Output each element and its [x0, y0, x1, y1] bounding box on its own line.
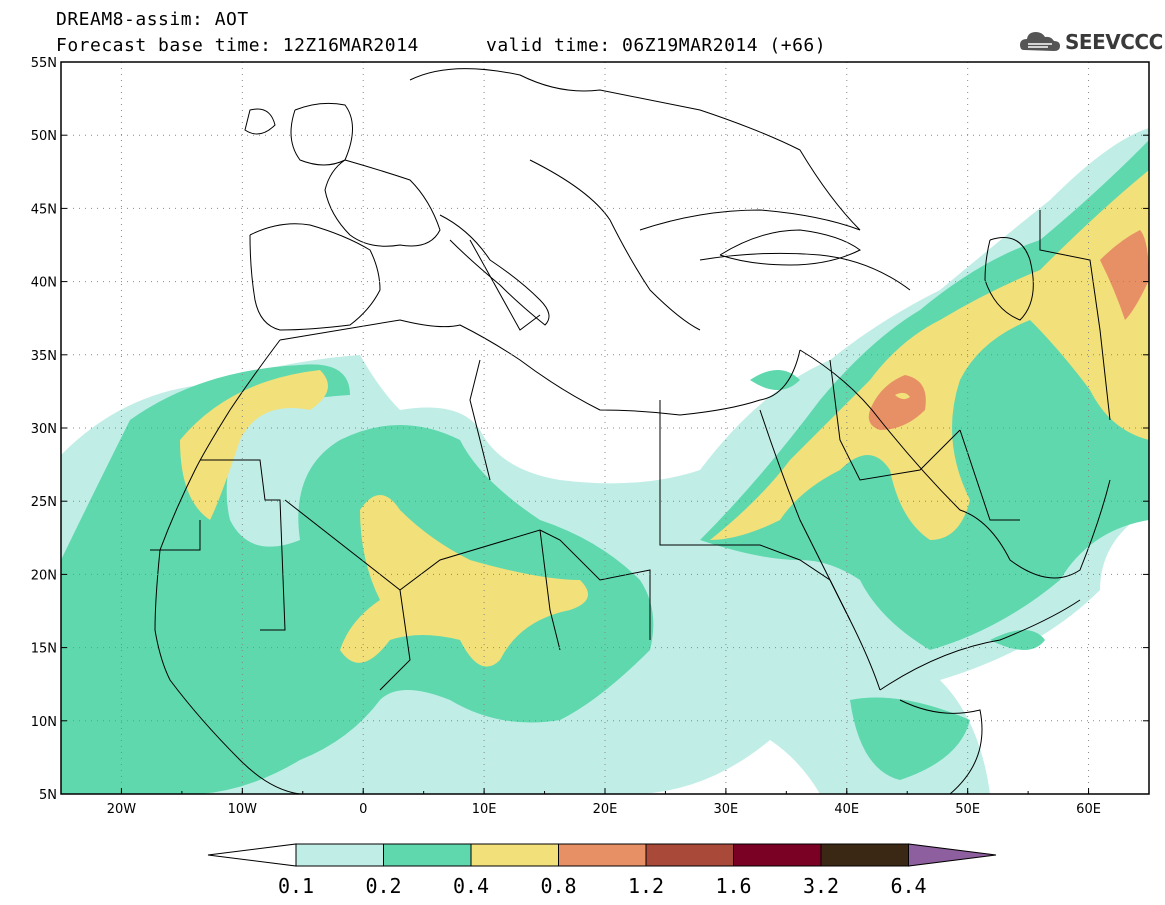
- lat-label: 45N: [31, 202, 57, 217]
- colorbar-segment: [558, 843, 647, 867]
- colorbar-under-arrow: [207, 843, 297, 867]
- forecast-base-time: Forecast base time: 12Z16MAR2014: [56, 35, 419, 56]
- aot-level-0.4: [180, 170, 1149, 667]
- colorbar-label: 3.2: [803, 874, 839, 898]
- lat-label: 25N: [31, 495, 57, 510]
- lon-label: 0: [359, 802, 367, 817]
- lon-label: 40E: [834, 802, 859, 817]
- lon-label: 20W: [107, 802, 137, 817]
- coastlines: [150, 68, 1111, 794]
- lat-label: 50N: [31, 129, 57, 144]
- lat-label: 35N: [31, 349, 57, 364]
- lon-label: 30E: [714, 802, 739, 817]
- colorbar-label: 1.2: [628, 874, 664, 898]
- lat-label: 15N: [31, 642, 57, 657]
- lat-label: 20N: [31, 568, 57, 583]
- longitude-axis: 20W 10W 0 10E 20E 30E 40E 50E 60E: [107, 788, 1101, 817]
- lat-label: 55N: [31, 56, 57, 71]
- aot-level-0.8: [868, 230, 1149, 430]
- colorbar-segment: [295, 843, 384, 867]
- colorbar-segment: [383, 843, 472, 867]
- aot-core-patch: [895, 392, 910, 400]
- lon-label: 20E: [593, 802, 618, 817]
- lat-label: 40N: [31, 276, 57, 291]
- lon-label: 10E: [472, 802, 497, 817]
- logo-text: SEEVCCC: [1065, 30, 1163, 54]
- lon-label: 60E: [1076, 802, 1101, 817]
- lon-label: 10W: [228, 802, 258, 817]
- lat-label: 10N: [31, 715, 57, 730]
- colorbar-label: 0.8: [540, 874, 576, 898]
- colorbar-label: 1.6: [715, 874, 751, 898]
- colorbar-over-arrow: [908, 843, 997, 867]
- colorbar-segment: [820, 843, 909, 867]
- latitude-axis: 55N 50N 45N 40N 35N 30N 25N 20N 15N 10N 5N: [31, 56, 1149, 803]
- colorbar-segment: [470, 843, 559, 867]
- lat-label: 5N: [39, 788, 57, 803]
- aot-field: [61, 128, 1149, 794]
- colorbar-label: 0.1: [278, 874, 314, 898]
- colorbar-label: 0.4: [453, 874, 489, 898]
- map-title: DREAM8-assim: AOT: [56, 9, 249, 30]
- lat-label: 30N: [31, 422, 57, 437]
- colorbar-label: 6.4: [890, 874, 926, 898]
- colorbar-label: 0.2: [365, 874, 401, 898]
- cloud-logo-icon: [1020, 32, 1060, 51]
- gridlines: [61, 62, 1149, 794]
- valid-time: valid time: 06Z19MAR2014 (+66): [486, 35, 827, 56]
- colorbar: 0.1 0.2 0.4 0.8 1.2 1.6 3.2 6.4: [207, 843, 997, 898]
- lon-label: 50E: [955, 802, 980, 817]
- colorbar-segment: [733, 843, 822, 867]
- colorbar-segment: [645, 843, 734, 867]
